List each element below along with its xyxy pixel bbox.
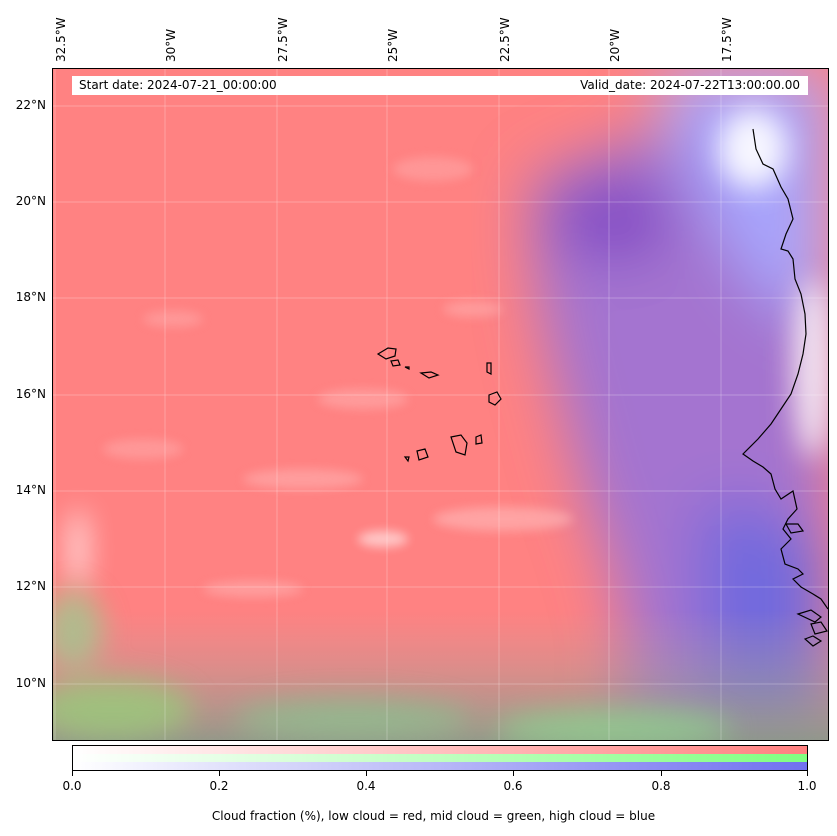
date-info-bar: Start date: 2024-07-21_00:00:00 Valid_da… — [72, 76, 808, 95]
colorbar-tick-label: 0.8 — [651, 779, 671, 793]
colorbar-tick — [661, 771, 662, 776]
colorbar-caption: Cloud fraction (%), low cloud = red, mid… — [211, 809, 656, 823]
lat-label-16n: 16°N — [15, 387, 46, 401]
colorbar-tick — [807, 771, 808, 776]
lon-label-25w: 25°W — [386, 28, 400, 62]
lon-label-30w: 30°W — [164, 28, 178, 62]
lat-label-14n: 14°N — [15, 483, 46, 497]
graticule — [53, 69, 828, 740]
colorbar-tick-label: 0.2 — [209, 779, 229, 793]
start-date-text: Start date: 2024-07-21_00:00:00 — [79, 78, 277, 92]
clear-patches — [70, 109, 828, 589]
cape-verde-islands — [376, 347, 502, 463]
lon-label-17-5w: 17.5°W — [720, 17, 734, 62]
colorbar-tick-label: 0.0 — [62, 779, 82, 793]
colorbar-tick — [219, 771, 220, 776]
colorbar — [72, 745, 808, 771]
lon-label-27-5w: 27.5°W — [276, 17, 290, 62]
colorbar-tick — [366, 771, 367, 776]
cloud-texture — [103, 157, 573, 597]
colorbar-tick-label: 0.6 — [503, 779, 523, 793]
colorbar-tick-label: 1.0 — [797, 779, 817, 793]
lon-label-32-5w: 32.5°W — [54, 17, 68, 62]
lat-label-12n: 12°N — [15, 579, 46, 593]
valid-date-text: Valid_date: 2024-07-22T13:00:00.00 — [580, 78, 800, 92]
colorbar-tick — [72, 771, 73, 776]
lon-label-22-5w: 22.5°W — [498, 17, 512, 62]
lat-label-10n: 10°N — [15, 676, 46, 690]
lat-label-22n: 22°N — [15, 98, 46, 112]
lat-label-18n: 18°N — [15, 290, 46, 304]
map-canvas — [53, 69, 828, 740]
lat-label-20n: 20°N — [15, 194, 46, 208]
colorbar-tick — [513, 771, 514, 776]
colorbar-tick-label: 0.4 — [356, 779, 376, 793]
lon-label-20w: 20°W — [608, 28, 622, 62]
coastline — [742, 128, 828, 647]
mid-cloud-field — [53, 589, 733, 740]
cloud-fraction-map — [52, 68, 829, 741]
colorbar-high-cloud-strip — [73, 762, 807, 770]
